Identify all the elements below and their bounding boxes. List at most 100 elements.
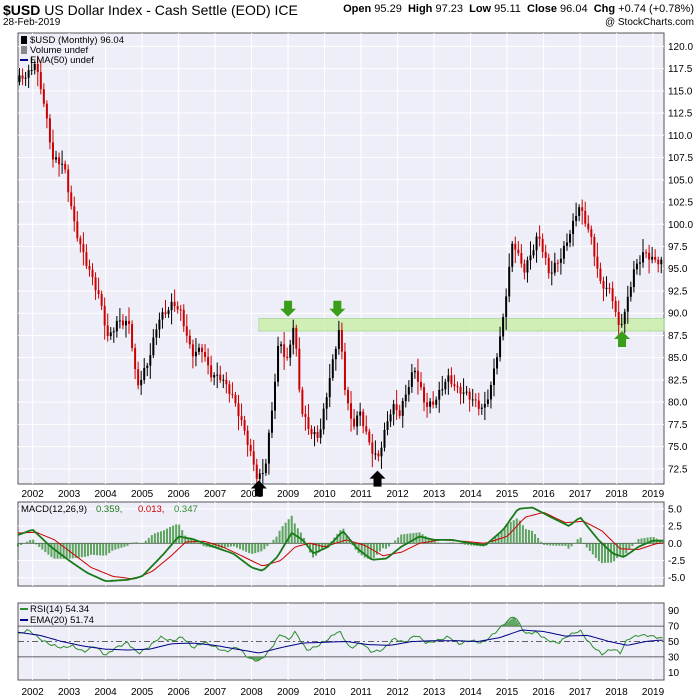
candle-body: [295, 327, 298, 349]
horizontal-zone: [258, 318, 665, 332]
candle-body: [489, 385, 492, 400]
candle-body: [55, 157, 58, 160]
candle-body: [51, 142, 54, 160]
candle-body: [280, 344, 283, 346]
candle-body: [356, 415, 359, 427]
macd-histogram-bar: [600, 543, 603, 564]
macd-histogram-bar: [409, 533, 412, 544]
y-tick-label-price: 82.5: [668, 375, 688, 386]
candle-body: [404, 394, 407, 402]
macd-histogram-bar: [169, 526, 172, 544]
candle-body: [532, 250, 535, 256]
candle-body: [109, 332, 112, 337]
x-tick-label-top: 2007: [204, 489, 227, 500]
macd-histogram-bar: [631, 543, 634, 547]
candle-body: [30, 70, 33, 72]
open-value: 95.29: [374, 3, 402, 15]
x-tick-label-bottom: 2014: [459, 687, 482, 698]
y-tick-label-rsi: 90: [668, 606, 680, 617]
macd-histogram-bar: [99, 543, 102, 556]
candle-body: [61, 163, 64, 165]
x-tick-label-top: 2008: [240, 489, 263, 500]
rsi-overbought-fill: [512, 617, 515, 627]
candle-body: [392, 404, 395, 415]
macd-histogram-bar: [144, 540, 147, 544]
candle-body: [128, 320, 131, 325]
candle-body: [486, 399, 489, 404]
macd-histogram-bar: [552, 543, 555, 546]
candle-body: [48, 118, 51, 143]
watermark: @ StockCharts.com: [604, 17, 694, 28]
candle-body: [340, 330, 343, 352]
chart-date: 28-Feb-2019: [3, 17, 61, 28]
candle-body: [124, 320, 127, 326]
y-tick-label-price: 90.0: [668, 309, 688, 320]
y-tick-label-price: 102.5: [668, 198, 693, 209]
macd-histogram-bar: [108, 543, 111, 554]
candle-body: [596, 256, 599, 269]
macd-histogram-bar: [558, 543, 561, 546]
macd-histogram-bar: [220, 543, 223, 549]
candle-body: [100, 294, 103, 306]
candle-body: [389, 414, 392, 422]
macd-histogram-bar: [272, 539, 275, 544]
candle-body: [334, 348, 337, 360]
macd-histogram-bar: [433, 541, 436, 544]
macd-histogram-bar: [400, 534, 403, 544]
price-panel-bg: [17, 32, 665, 485]
candle-body: [234, 394, 237, 404]
candle-body: [407, 386, 410, 395]
macd-histogram-bar: [71, 543, 74, 559]
macd-histogram-bar: [38, 543, 41, 547]
candle-body: [651, 256, 654, 260]
candle-body: [325, 397, 328, 409]
macd-histogram-bar: [102, 543, 105, 556]
candle-body: [632, 269, 635, 288]
exchange: ICE: [274, 2, 298, 18]
macd-histogram-bar: [491, 540, 494, 544]
candle-body: [331, 359, 334, 379]
macd-histogram-bar: [503, 528, 506, 544]
candle-body: [468, 391, 471, 400]
candle-body: [459, 386, 462, 394]
macd-histogram-bar: [315, 543, 318, 556]
macd-histogram-bar: [470, 543, 473, 546]
candle-body: [419, 381, 422, 388]
macd-histogram-bar: [585, 543, 588, 548]
macd-histogram-bar: [418, 532, 421, 544]
candle-body: [179, 309, 182, 311]
candle-body: [438, 389, 441, 400]
macd-histogram-bar: [424, 536, 427, 544]
candle-body: [465, 391, 468, 393]
macd-histogram-bar: [549, 543, 552, 546]
candle-body: [176, 306, 179, 310]
candle-body: [167, 310, 170, 315]
candle-body: [517, 249, 520, 254]
candle-body: [562, 245, 565, 259]
candle-body: [456, 386, 459, 388]
candle-body: [182, 309, 185, 327]
macd-histogram-bar: [607, 543, 610, 563]
candle-body: [538, 236, 541, 239]
macd-histogram-bar: [214, 543, 217, 548]
candle-body: [140, 380, 143, 386]
macd-histogram-bar: [135, 542, 138, 544]
macd-histogram-bar: [105, 543, 108, 556]
candle-body: [426, 402, 429, 407]
candle-body: [359, 411, 362, 416]
macd-histogram-bar: [646, 537, 649, 544]
macd-histogram-bar: [248, 543, 251, 554]
candle-body: [654, 256, 657, 260]
chg-label: Chg: [593, 3, 616, 15]
candle-body: [559, 258, 562, 263]
x-tick-label-bottom: 2010: [313, 687, 336, 698]
x-tick-label-bottom: 2019: [642, 687, 665, 698]
x-tick-label-bottom: 2003: [58, 687, 81, 698]
macd-histogram-bar: [293, 523, 296, 544]
macd-histogram-bar: [360, 543, 363, 556]
legend-swatch-price: [21, 36, 27, 44]
candle-body: [386, 421, 389, 430]
macd-histogram-bar: [357, 543, 360, 554]
candle-body: [237, 403, 240, 417]
candle-body: [423, 387, 426, 403]
